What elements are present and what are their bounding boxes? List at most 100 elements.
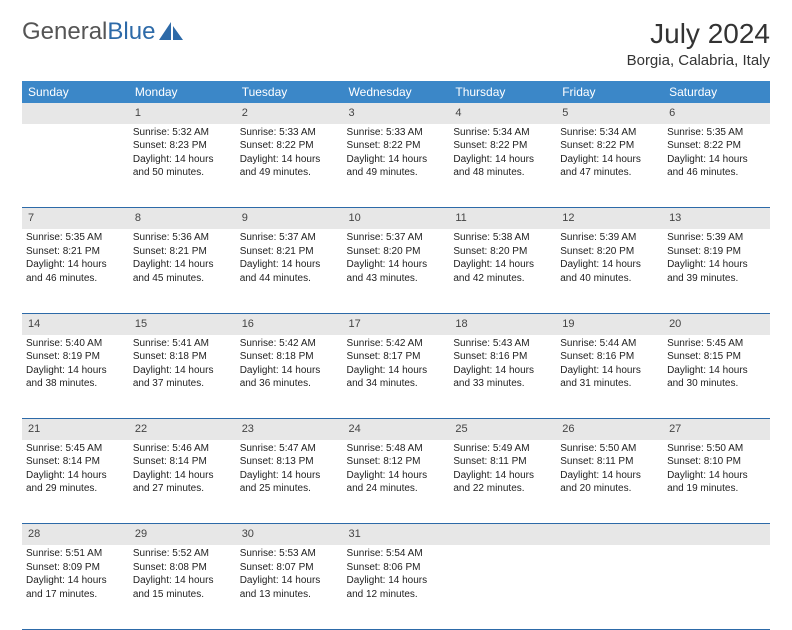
day-cell-content: Sunrise: 5:46 AMSunset: 8:14 PMDaylight:… [133, 442, 232, 496]
day-cell-content: Sunrise: 5:35 AMSunset: 8:22 PMDaylight:… [667, 126, 766, 180]
day-cell: Sunrise: 5:42 AMSunset: 8:17 PMDaylight:… [343, 335, 450, 419]
day-number: 28 [22, 524, 129, 545]
logo: GeneralBlue [22, 18, 185, 46]
week-row: Sunrise: 5:35 AMSunset: 8:21 PMDaylight:… [22, 229, 770, 313]
day-cell-content: Sunrise: 5:36 AMSunset: 8:21 PMDaylight:… [133, 231, 232, 285]
day-number [22, 103, 129, 124]
day-cell-content: Sunrise: 5:51 AMSunset: 8:09 PMDaylight:… [26, 547, 125, 601]
day-number: 27 [663, 419, 770, 440]
day-number: 29 [129, 524, 236, 545]
day-cell-content: Sunrise: 5:42 AMSunset: 8:17 PMDaylight:… [347, 337, 446, 391]
page-header: GeneralBlue July 2024 Borgia, Calabria, … [22, 18, 770, 69]
day-cell: Sunrise: 5:41 AMSunset: 8:18 PMDaylight:… [129, 335, 236, 419]
day-cell: Sunrise: 5:34 AMSunset: 8:22 PMDaylight:… [556, 124, 663, 208]
day-cell: Sunrise: 5:45 AMSunset: 8:14 PMDaylight:… [22, 440, 129, 524]
day-cell: Sunrise: 5:40 AMSunset: 8:19 PMDaylight:… [22, 335, 129, 419]
day-cell: Sunrise: 5:37 AMSunset: 8:20 PMDaylight:… [343, 229, 450, 313]
day-cell [556, 545, 663, 629]
weekday-header: Wednesday [343, 81, 450, 103]
day-number: 2 [236, 103, 343, 124]
day-number-row: 78910111213 [22, 208, 770, 229]
day-number: 5 [556, 103, 663, 124]
day-cell-content: Sunrise: 5:40 AMSunset: 8:19 PMDaylight:… [26, 337, 125, 391]
day-cell: Sunrise: 5:50 AMSunset: 8:10 PMDaylight:… [663, 440, 770, 524]
weekday-header: Saturday [663, 81, 770, 103]
day-cell: Sunrise: 5:44 AMSunset: 8:16 PMDaylight:… [556, 335, 663, 419]
day-cell: Sunrise: 5:52 AMSunset: 8:08 PMDaylight:… [129, 545, 236, 629]
title-block: July 2024 Borgia, Calabria, Italy [627, 18, 770, 69]
logo-text-blue: Blue [107, 18, 155, 46]
day-cell: Sunrise: 5:50 AMSunset: 8:11 PMDaylight:… [556, 440, 663, 524]
day-cell: Sunrise: 5:39 AMSunset: 8:20 PMDaylight:… [556, 229, 663, 313]
weekday-header: Tuesday [236, 81, 343, 103]
day-cell: Sunrise: 5:32 AMSunset: 8:23 PMDaylight:… [129, 124, 236, 208]
day-cell [449, 545, 556, 629]
day-cell-content: Sunrise: 5:49 AMSunset: 8:11 PMDaylight:… [453, 442, 552, 496]
day-number: 16 [236, 313, 343, 334]
month-title: July 2024 [627, 18, 770, 50]
day-number: 15 [129, 313, 236, 334]
day-cell-content: Sunrise: 5:34 AMSunset: 8:22 PMDaylight:… [560, 126, 659, 180]
day-cell-content: Sunrise: 5:42 AMSunset: 8:18 PMDaylight:… [240, 337, 339, 391]
day-cell-content: Sunrise: 5:52 AMSunset: 8:08 PMDaylight:… [133, 547, 232, 601]
day-cell-content: Sunrise: 5:45 AMSunset: 8:15 PMDaylight:… [667, 337, 766, 391]
week-row: Sunrise: 5:51 AMSunset: 8:09 PMDaylight:… [22, 545, 770, 629]
day-cell-content: Sunrise: 5:44 AMSunset: 8:16 PMDaylight:… [560, 337, 659, 391]
day-number: 30 [236, 524, 343, 545]
day-cell-content: Sunrise: 5:32 AMSunset: 8:23 PMDaylight:… [133, 126, 232, 180]
weekday-header-row: SundayMondayTuesdayWednesdayThursdayFrid… [22, 81, 770, 103]
day-cell: Sunrise: 5:39 AMSunset: 8:19 PMDaylight:… [663, 229, 770, 313]
day-cell: Sunrise: 5:33 AMSunset: 8:22 PMDaylight:… [236, 124, 343, 208]
day-number-row: 123456 [22, 103, 770, 124]
day-number: 21 [22, 419, 129, 440]
day-cell: Sunrise: 5:53 AMSunset: 8:07 PMDaylight:… [236, 545, 343, 629]
day-cell-content: Sunrise: 5:47 AMSunset: 8:13 PMDaylight:… [240, 442, 339, 496]
weekday-header: Thursday [449, 81, 556, 103]
day-cell: Sunrise: 5:43 AMSunset: 8:16 PMDaylight:… [449, 335, 556, 419]
day-number: 8 [129, 208, 236, 229]
day-cell-content: Sunrise: 5:37 AMSunset: 8:21 PMDaylight:… [240, 231, 339, 285]
day-number [663, 524, 770, 545]
week-row: Sunrise: 5:45 AMSunset: 8:14 PMDaylight:… [22, 440, 770, 524]
day-cell: Sunrise: 5:54 AMSunset: 8:06 PMDaylight:… [343, 545, 450, 629]
day-cell-content: Sunrise: 5:35 AMSunset: 8:21 PMDaylight:… [26, 231, 125, 285]
day-cell: Sunrise: 5:35 AMSunset: 8:21 PMDaylight:… [22, 229, 129, 313]
day-number: 25 [449, 419, 556, 440]
day-cell: Sunrise: 5:33 AMSunset: 8:22 PMDaylight:… [343, 124, 450, 208]
day-number: 22 [129, 419, 236, 440]
location-label: Borgia, Calabria, Italy [627, 52, 770, 69]
day-number: 1 [129, 103, 236, 124]
day-cell: Sunrise: 5:51 AMSunset: 8:09 PMDaylight:… [22, 545, 129, 629]
day-cell: Sunrise: 5:35 AMSunset: 8:22 PMDaylight:… [663, 124, 770, 208]
day-cell-content: Sunrise: 5:45 AMSunset: 8:14 PMDaylight:… [26, 442, 125, 496]
day-number: 11 [449, 208, 556, 229]
day-number: 31 [343, 524, 450, 545]
day-cell-content: Sunrise: 5:33 AMSunset: 8:22 PMDaylight:… [347, 126, 446, 180]
day-cell [22, 124, 129, 208]
day-number: 4 [449, 103, 556, 124]
weekday-header: Friday [556, 81, 663, 103]
day-cell: Sunrise: 5:34 AMSunset: 8:22 PMDaylight:… [449, 124, 556, 208]
day-cell-content: Sunrise: 5:34 AMSunset: 8:22 PMDaylight:… [453, 126, 552, 180]
day-number-row: 21222324252627 [22, 419, 770, 440]
day-cell-content: Sunrise: 5:43 AMSunset: 8:16 PMDaylight:… [453, 337, 552, 391]
day-cell-content: Sunrise: 5:50 AMSunset: 8:10 PMDaylight:… [667, 442, 766, 496]
weekday-header: Monday [129, 81, 236, 103]
day-cell: Sunrise: 5:47 AMSunset: 8:13 PMDaylight:… [236, 440, 343, 524]
calendar-body: 123456Sunrise: 5:32 AMSunset: 8:23 PMDay… [22, 103, 770, 629]
day-number: 26 [556, 419, 663, 440]
day-number: 18 [449, 313, 556, 334]
day-cell-content: Sunrise: 5:37 AMSunset: 8:20 PMDaylight:… [347, 231, 446, 285]
day-cell: Sunrise: 5:38 AMSunset: 8:20 PMDaylight:… [449, 229, 556, 313]
day-cell-content: Sunrise: 5:48 AMSunset: 8:12 PMDaylight:… [347, 442, 446, 496]
day-number: 12 [556, 208, 663, 229]
week-row: Sunrise: 5:32 AMSunset: 8:23 PMDaylight:… [22, 124, 770, 208]
day-cell: Sunrise: 5:46 AMSunset: 8:14 PMDaylight:… [129, 440, 236, 524]
day-cell-content: Sunrise: 5:50 AMSunset: 8:11 PMDaylight:… [560, 442, 659, 496]
day-cell: Sunrise: 5:49 AMSunset: 8:11 PMDaylight:… [449, 440, 556, 524]
logo-sail-icon [159, 22, 185, 42]
day-cell-content: Sunrise: 5:54 AMSunset: 8:06 PMDaylight:… [347, 547, 446, 601]
day-number: 13 [663, 208, 770, 229]
day-cell [663, 545, 770, 629]
weekday-header: Sunday [22, 81, 129, 103]
